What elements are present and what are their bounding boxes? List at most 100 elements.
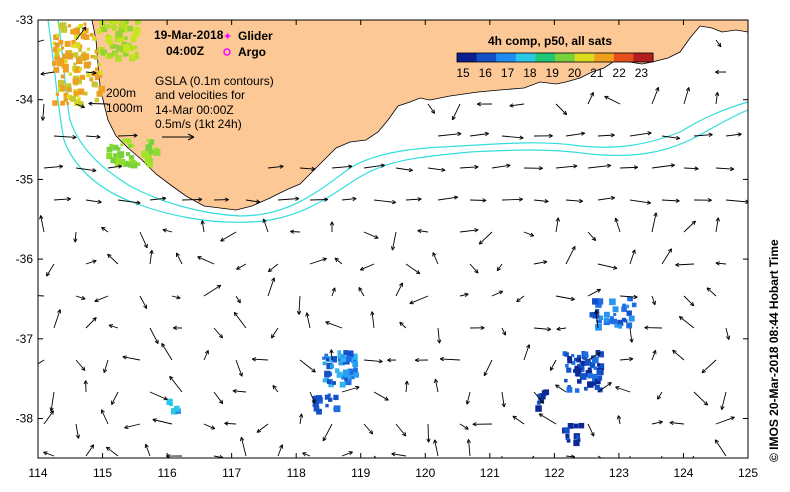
sst-pixel: [66, 94, 73, 100]
velocity-arrow: [595, 310, 599, 329]
velocity-arrow: [725, 327, 730, 340]
sst-pixel: [80, 74, 86, 80]
sst-pixel: [125, 20, 129, 25]
sst-pixel: [597, 363, 605, 370]
velocity-arrow: [491, 164, 511, 169]
sst-pixel: [565, 433, 570, 438]
velocity-arrow: [437, 133, 462, 137]
velocity-arrow: [373, 199, 396, 203]
velocity-arrow-head-icon: [233, 311, 239, 317]
velocity-arrow-head-icon: [524, 463, 528, 467]
sst-pixel: [96, 90, 103, 97]
argo-marker-icon: [223, 48, 231, 56]
sst-pixel: [313, 405, 320, 412]
velocity-arrow-head-icon: [81, 366, 86, 371]
velocity-arrow: [245, 199, 260, 203]
velocity-arrow: [615, 217, 621, 233]
velocity-arrow-head-icon: [501, 403, 506, 408]
glider-label: Glider: [238, 29, 273, 43]
sst-pixel: [100, 49, 107, 56]
velocity-arrow: [715, 217, 719, 233]
velocity-arrow-head-icon: [152, 418, 157, 423]
velocity-arrow: [651, 350, 657, 361]
velocity-arrow: [459, 423, 469, 430]
sst-pixel: [86, 47, 90, 51]
x-tick-label: 115: [93, 466, 112, 480]
y-axis: -33 -34 -35 -36 -37 -38: [16, 13, 748, 426]
sst-pixel: [325, 403, 329, 408]
velocity-arrow: [395, 282, 403, 297]
velocity-arrow-head-icon: [255, 199, 261, 204]
velocity-arrow-head-icon: [417, 228, 422, 234]
y-tick-label: -33: [16, 13, 34, 27]
velocity-arrow-head-icon: [224, 421, 229, 426]
velocity-arrow-head-icon: [556, 326, 561, 331]
velocity-arrow: [693, 134, 713, 137]
velocity-arrow-head-icon: [715, 217, 720, 222]
velocity-arrow-head-icon: [322, 436, 327, 442]
sst-pixel: [584, 359, 591, 366]
velocity-arrow-head-icon: [590, 432, 595, 437]
velocity-arrow: [533, 327, 551, 330]
sst-pixel: [595, 323, 602, 331]
sst-pixel: [312, 396, 320, 403]
sst-pixel: [535, 405, 542, 412]
velocity-arrow-head-icon: [391, 199, 397, 205]
velocity-arrow: [299, 167, 316, 170]
velocity-arrow: [437, 327, 440, 344]
velocity-arrow-head-icon: [216, 284, 222, 289]
velocity-arrow: [203, 350, 209, 361]
velocity-arrow-head-icon: [39, 215, 44, 220]
velocity-arrow: [629, 327, 633, 343]
sst-pixel: [90, 55, 94, 59]
velocity-arrow: [533, 199, 549, 202]
velocity-arrow: [555, 103, 568, 116]
velocity-arrow: [38, 39, 45, 43]
velocity-arrow-head-icon: [715, 69, 720, 75]
sst-pixel: [55, 33, 60, 38]
sst-pixel: [101, 26, 108, 33]
velocity-arrow: [322, 423, 333, 442]
sst-pixel: [577, 354, 582, 359]
sst-pixel: [122, 50, 127, 55]
sst-pixel: [576, 357, 581, 363]
colorbar-tick-label: 16: [479, 66, 493, 80]
sst-pixel: [328, 397, 333, 402]
sst-pixel: [113, 52, 117, 57]
velocity-arrow-head-icon: [80, 104, 85, 109]
velocity-arrow: [619, 166, 638, 169]
velocity-arrow-head-icon: [404, 380, 409, 385]
sst-pixel: [119, 158, 126, 166]
velocity-arrow: [714, 439, 727, 457]
sst-pixel: [337, 353, 343, 359]
velocity-arrow: [149, 327, 159, 344]
colorbar-swatch: [535, 53, 556, 62]
sst-pixel: [98, 70, 103, 75]
sst-pixel: [628, 315, 635, 322]
velocity-arrow: [330, 349, 333, 361]
sst-pixel: [563, 427, 570, 434]
sst-pixel: [124, 15, 128, 19]
velocity-arrow-head-icon: [439, 356, 444, 362]
velocity-arrow-head-icon: [73, 238, 78, 243]
velocity-arrow: [360, 263, 375, 271]
sst-pixel: [73, 62, 77, 66]
velocity-arrow-head-icon: [529, 232, 535, 237]
velocity-arrow: [555, 384, 567, 393]
velocity-arrow-head-icon: [218, 399, 224, 405]
velocity-arrow-head-icon: [97, 199, 102, 204]
sst-pixel: [325, 357, 330, 361]
sst-pixel: [87, 61, 92, 66]
sst-pixel: [65, 83, 72, 90]
velocity-arrow: [233, 312, 247, 329]
sst-pixel: [77, 55, 81, 60]
sst-pixel: [610, 318, 615, 324]
velocity-arrow-head-icon: [629, 338, 634, 343]
velocity-arrow-head-icon: [322, 257, 327, 262]
sst-pixel: [141, 150, 149, 158]
sst-pixel: [597, 351, 604, 358]
velocity-arrow: [252, 358, 269, 361]
sst-pixel: [52, 41, 57, 46]
sst-pixel: [565, 436, 570, 440]
sst-pixel: [352, 361, 359, 367]
